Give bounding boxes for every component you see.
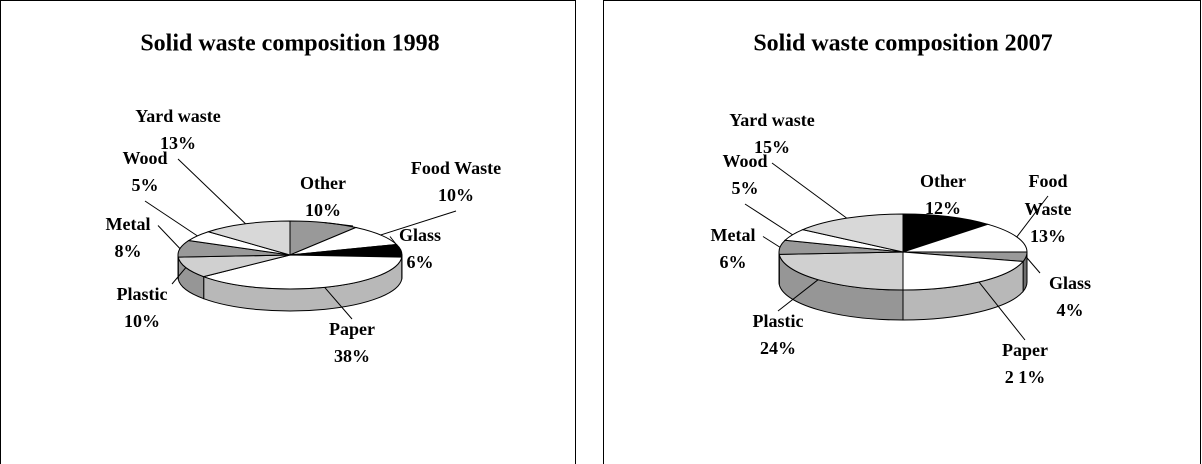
leader-line xyxy=(171,267,187,285)
slice-label: Yard waste xyxy=(135,106,221,126)
slice-label: Food Waste xyxy=(1025,171,1072,219)
leader-line xyxy=(324,222,354,227)
slice-value-label: 10% xyxy=(124,311,160,331)
leader-line xyxy=(324,287,353,320)
slice-label: Food Waste xyxy=(411,158,501,178)
slice xyxy=(801,213,904,253)
slice-value-label: 24% xyxy=(760,338,796,358)
slice-label: Other xyxy=(920,171,966,191)
slice-value-label: 13% xyxy=(1030,226,1066,246)
slice-value-label: 6% xyxy=(407,252,434,272)
slice-label: Metal xyxy=(106,214,151,234)
slice-label: Metal xyxy=(711,225,756,245)
chart-title: Solid waste composition 1998 xyxy=(140,31,439,57)
slice-label: Glass xyxy=(399,225,441,245)
chart-title: Solid waste composition 2007 xyxy=(753,31,1052,57)
leader-line xyxy=(762,236,781,248)
leader-line xyxy=(744,203,793,236)
leader-line xyxy=(389,236,402,252)
slice-label: Plastic xyxy=(753,311,804,331)
slice-value-label: 2 1% xyxy=(1005,367,1046,387)
slice-value-label: 5% xyxy=(132,175,159,195)
slice xyxy=(206,220,291,256)
leader-line xyxy=(948,216,974,225)
slice xyxy=(902,251,1025,291)
slice-label: Yard waste xyxy=(729,110,815,130)
slice-value-label: 38% xyxy=(334,346,370,366)
leader-line xyxy=(177,158,246,225)
slice-value-label: 10% xyxy=(305,200,341,220)
slice-value-label: 13% xyxy=(160,133,196,153)
leader-line xyxy=(777,279,819,312)
slice-label: Other xyxy=(300,173,346,193)
slice xyxy=(902,223,1028,253)
slice-label: Paper xyxy=(1002,340,1048,360)
slice-value-label: 6% xyxy=(720,252,747,272)
slice-label: Wood xyxy=(722,151,767,171)
slice xyxy=(202,254,403,290)
slice-value-label: 5% xyxy=(732,178,759,198)
slice-label: Paper xyxy=(329,319,375,339)
leader-line xyxy=(1025,256,1041,274)
slice-value-label: 12% xyxy=(925,198,961,218)
leader-line xyxy=(157,225,181,249)
leader-line xyxy=(1016,195,1049,238)
slice xyxy=(902,213,990,253)
slice-value-label: 15% xyxy=(754,137,790,157)
leader-line xyxy=(144,200,198,237)
leader-line xyxy=(380,210,457,236)
slice-value-label: 8% xyxy=(115,241,142,261)
leader-line xyxy=(978,281,1026,341)
slice-label: Wood xyxy=(122,148,167,168)
leader-line xyxy=(771,162,848,219)
slice-label: Plastic xyxy=(117,284,168,304)
slice xyxy=(778,251,904,291)
slice-value-label: 4% xyxy=(1057,300,1084,320)
slice-label: Glass xyxy=(1049,273,1091,293)
slice-value-label: 10% xyxy=(438,185,474,205)
